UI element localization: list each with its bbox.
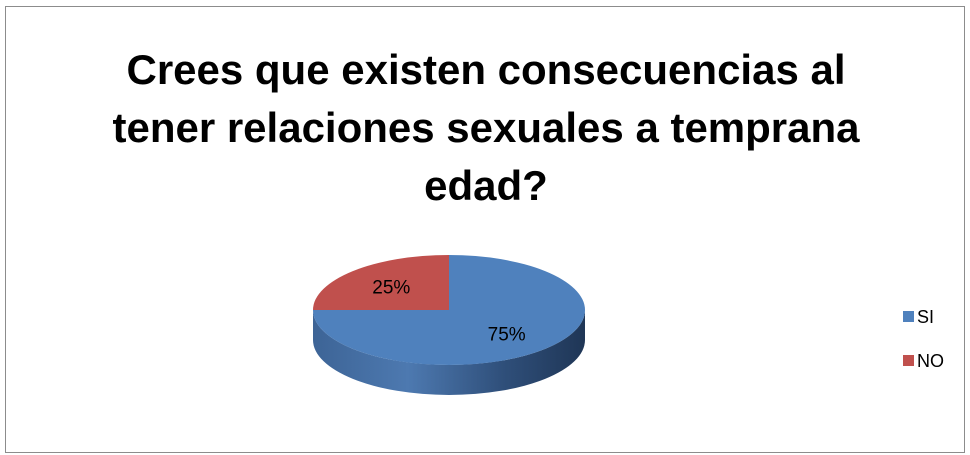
chart-title-line-2: tener relaciones sexuales a temprana	[112, 104, 860, 151]
chart-title-line-1: Crees que existen consecuencias al	[126, 46, 846, 93]
pie-slice-no	[313, 255, 449, 310]
chart-title-line-3: edad?	[424, 162, 548, 209]
data-label-group: 75% 25%	[372, 278, 526, 346]
chart-title: Crees que existen consecuencias al tener…	[6, 41, 966, 215]
pie-chart: 75% 25%	[313, 255, 585, 395]
pie-group	[313, 255, 585, 395]
legend-label-no: NO	[917, 351, 944, 371]
data-label-no: 25%	[372, 278, 410, 299]
pie-side-si	[313, 310, 585, 395]
legend-swatch-si	[903, 311, 914, 322]
legend-label-si: SI	[917, 307, 935, 327]
legend-swatch-no	[903, 355, 914, 366]
chart-frame: Crees que existen consecuencias al tener…	[5, 6, 965, 453]
data-label-si: 75%	[488, 324, 526, 345]
